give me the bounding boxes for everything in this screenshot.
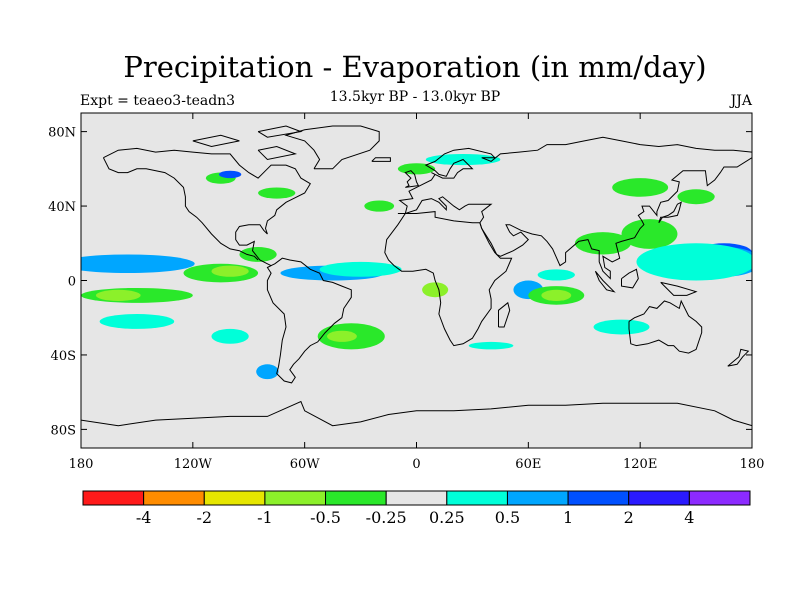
colorbar-swatch [446, 490, 508, 506]
anomaly-region [99, 314, 175, 329]
anomaly-region [468, 341, 514, 350]
anomaly-region [621, 219, 678, 249]
colorbar-swatch [203, 490, 266, 506]
anomaly-region [541, 289, 572, 301]
lon-tick-label: 0 [412, 457, 420, 472]
coastlines [81, 125, 752, 427]
colorbar-label: -0.25 [366, 508, 407, 527]
coastline [81, 400, 752, 427]
coastline [257, 145, 298, 161]
lon-tick-label: 180 [740, 457, 765, 472]
coastline [257, 125, 303, 138]
coastline [479, 157, 752, 280]
colorbar-label: 0.5 [495, 508, 520, 527]
coastline [727, 348, 750, 367]
coastline [192, 134, 240, 148]
coastline [594, 270, 616, 293]
coastline [404, 170, 420, 188]
anomaly-region [636, 243, 752, 281]
colorbar-label: -2 [196, 508, 212, 527]
colorbar-swatch [628, 490, 690, 506]
anomaly-region [537, 269, 575, 281]
colorbar-swatch [385, 490, 448, 506]
colorbar-swatch [567, 490, 630, 506]
anomaly-region [211, 328, 249, 344]
anomaly-region [319, 261, 402, 277]
coastline [102, 157, 259, 261]
colorbar: -4 -2 -1 -0.5 -0.25 0.25 0.5 1 2 4 [82, 490, 751, 527]
experiment-label: Expt = teaeo3-teadn3 [80, 93, 236, 109]
colorbar-label: -4 [136, 508, 152, 527]
anomaly-region [397, 163, 436, 175]
coastline [660, 281, 698, 296]
coastline [621, 268, 639, 289]
colorbar-label: -1 [257, 508, 273, 527]
anomaly-region [364, 200, 395, 212]
colorbar-swatch [264, 490, 327, 506]
colorbar-label: 4 [684, 508, 694, 527]
anomaly-region [81, 254, 195, 274]
coastline [103, 147, 352, 384]
anomaly-region [327, 330, 357, 342]
lat-tick-label: 80N [48, 126, 76, 141]
coastline [284, 125, 380, 170]
plot-title: Precipitation - Evaporation (in mm/day) [123, 50, 707, 84]
anomaly-region [95, 289, 141, 301]
lon-tick-label: 180 [69, 457, 94, 472]
lat-tick-label: 0 [68, 275, 76, 290]
lon-tick-label: 120E [623, 457, 657, 472]
lat-tick-label: 40S [51, 349, 76, 364]
colorbar-label: -0.5 [310, 508, 341, 527]
colorbar-label: 0.25 [429, 508, 465, 527]
colorbar-swatch [506, 490, 569, 506]
coastline [658, 201, 682, 224]
coastline [397, 136, 752, 214]
lat-tick-label: 40N [48, 200, 76, 215]
anomaly-region [593, 319, 650, 335]
colorbar-swatch [325, 490, 387, 506]
coastline [628, 299, 703, 354]
anomaly-region [258, 187, 296, 199]
coastline [371, 157, 391, 162]
season-label: JJA [730, 93, 752, 109]
lon-tick-label: 120W [174, 457, 213, 472]
coastline [405, 196, 493, 224]
coastline [384, 213, 513, 347]
plot-subtitle: 13.5kyr BP - 13.0kyr BP [329, 89, 501, 105]
anomaly-region [218, 170, 242, 179]
anomaly-region [211, 265, 249, 277]
coastline [498, 301, 511, 328]
anomaly-region [612, 178, 669, 197]
anomaly-region [256, 364, 279, 380]
lon-tick-label: 60W [290, 457, 321, 472]
lon-tick-label: 60E [515, 457, 541, 472]
anomaly-region [677, 189, 715, 205]
anomaly-fields [81, 153, 752, 380]
colorbar-label: 1 [563, 508, 573, 527]
colorbar-swatch [82, 490, 145, 506]
anomaly-region [239, 247, 277, 262]
lat-tick-label: 80S [51, 423, 76, 438]
anomaly-region [422, 282, 449, 298]
colorbar-swatch [688, 490, 751, 506]
colorbar-label: 2 [624, 508, 634, 527]
colorbar-swatch [143, 490, 205, 506]
map-axes: 180 120W 60W 0 60E 120E 180 80N 40N 0 40S 80S [48, 113, 764, 472]
